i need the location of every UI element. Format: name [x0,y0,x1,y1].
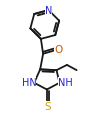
Text: S: S [44,101,51,111]
Text: NH: NH [58,77,73,87]
Text: N: N [45,6,52,16]
Text: O: O [54,45,62,55]
Text: HN: HN [22,77,36,87]
